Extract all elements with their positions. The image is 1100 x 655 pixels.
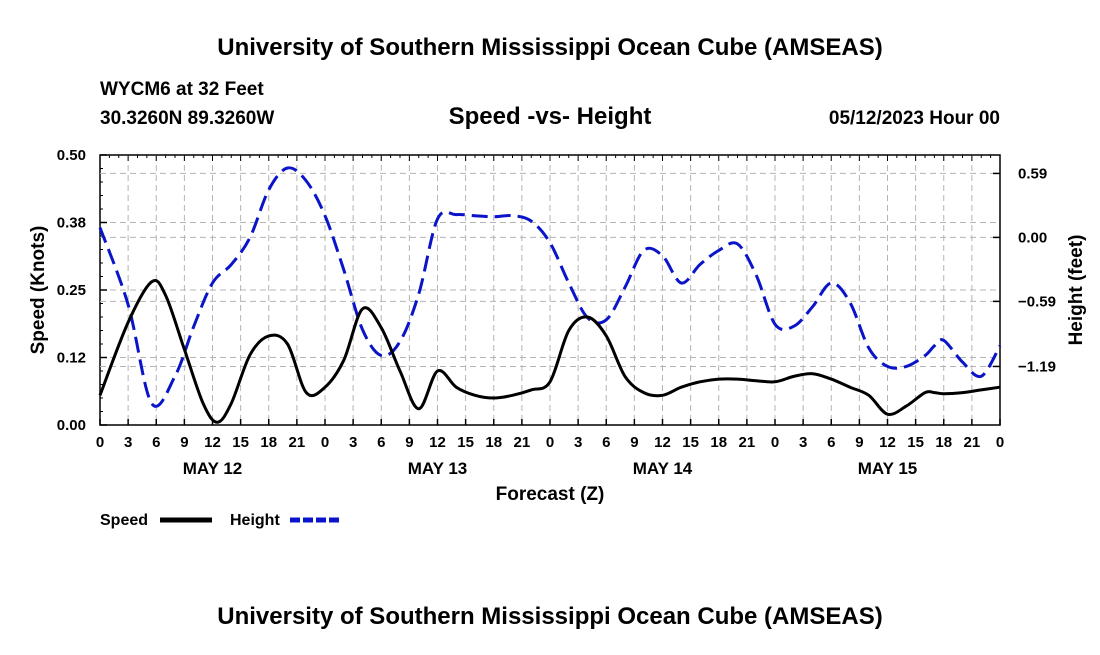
x-axis-title: Forecast (Z)	[496, 484, 605, 505]
day-label: MAY 14	[633, 459, 693, 478]
y-tick-label: 0.25	[57, 282, 86, 299]
x-tick-label: 3	[349, 434, 357, 451]
x-tick-label: 18	[710, 434, 727, 451]
y2-axis-title: Height (feet)	[1066, 235, 1087, 346]
x-tick-label: 0	[321, 434, 329, 451]
x-tick-label: 12	[654, 434, 671, 451]
x-tick-label: 0	[996, 434, 1004, 451]
axis-ticks: 0 3 6 9 12 15 18 21 0 3 6 9 12 15 18 21 0 3 6 9 12 15 18 21 0 3 6 9…	[57, 147, 1056, 478]
legend-height-label: Height	[230, 512, 280, 529]
series-group	[98, 166, 1002, 424]
page-title-top: University of Southern Mississippi Ocean…	[217, 34, 882, 61]
station-label: WYCM6 at 32 Feet	[100, 79, 264, 100]
x-tick-label: 15	[682, 434, 699, 451]
day-label: MAY 15	[858, 459, 918, 478]
x-tick-label: 6	[377, 434, 385, 451]
chart-title: Speed -vs- Height	[449, 103, 652, 130]
x-tick-label: 3	[124, 434, 132, 451]
legend-speed-label: Speed	[100, 512, 148, 529]
x-tick-label: 15	[457, 434, 474, 451]
y-tick-label: 0.38	[57, 215, 86, 232]
y2-tick-label: 0.00	[1018, 229, 1047, 246]
day-label: MAY 13	[408, 459, 468, 478]
y-tick-label: 0.50	[57, 147, 86, 164]
x-tick-label: 18	[935, 434, 952, 451]
x-tick-label: 21	[289, 434, 306, 451]
x-tick-label: 6	[602, 434, 610, 451]
y-axis-title: Speed (Knots)	[28, 226, 49, 355]
x-tick-label: 18	[260, 434, 277, 451]
page-title-bottom: University of Southern Mississippi Ocean…	[217, 603, 882, 630]
x-tick-label: 21	[514, 434, 531, 451]
x-tick-label: 6	[152, 434, 160, 451]
grid	[100, 155, 1000, 425]
x-tick-label: 21	[964, 434, 981, 451]
x-tick-label: 18	[485, 434, 502, 451]
y2-tick-label: −0.59	[1018, 293, 1056, 310]
x-tick-label: 3	[799, 434, 807, 451]
x-tick-label: 0	[96, 434, 104, 451]
x-tick-label: 0	[771, 434, 779, 451]
x-tick-label: 9	[855, 434, 863, 451]
x-tick-label: 0	[546, 434, 554, 451]
y-tick-label: 0.12	[57, 350, 86, 367]
legend: Speed Height	[100, 512, 342, 529]
x-tick-label: 21	[739, 434, 756, 451]
y2-tick-label: 0.59	[1018, 165, 1047, 182]
run-time: 05/12/2023 Hour 00	[829, 108, 1000, 129]
x-tick-label: 6	[827, 434, 835, 451]
x-tick-label: 15	[907, 434, 924, 451]
x-tick-label: 12	[429, 434, 446, 451]
x-tick-label: 9	[180, 434, 188, 451]
x-tick-label: 15	[232, 434, 249, 451]
station-coords: 30.3260N 89.3260W	[100, 108, 274, 129]
x-tick-label: 12	[879, 434, 896, 451]
x-tick-label: 12	[204, 434, 221, 451]
x-tick-label: 9	[405, 434, 413, 451]
x-tick-label: 9	[630, 434, 638, 451]
y2-tick-label: −1.19	[1018, 358, 1056, 375]
speed-series-line	[98, 279, 1001, 424]
x-tick-label: 3	[574, 434, 582, 451]
day-label: MAY 12	[183, 459, 243, 478]
height-series-line	[98, 166, 1002, 408]
y-tick-label: 0.00	[57, 417, 86, 434]
